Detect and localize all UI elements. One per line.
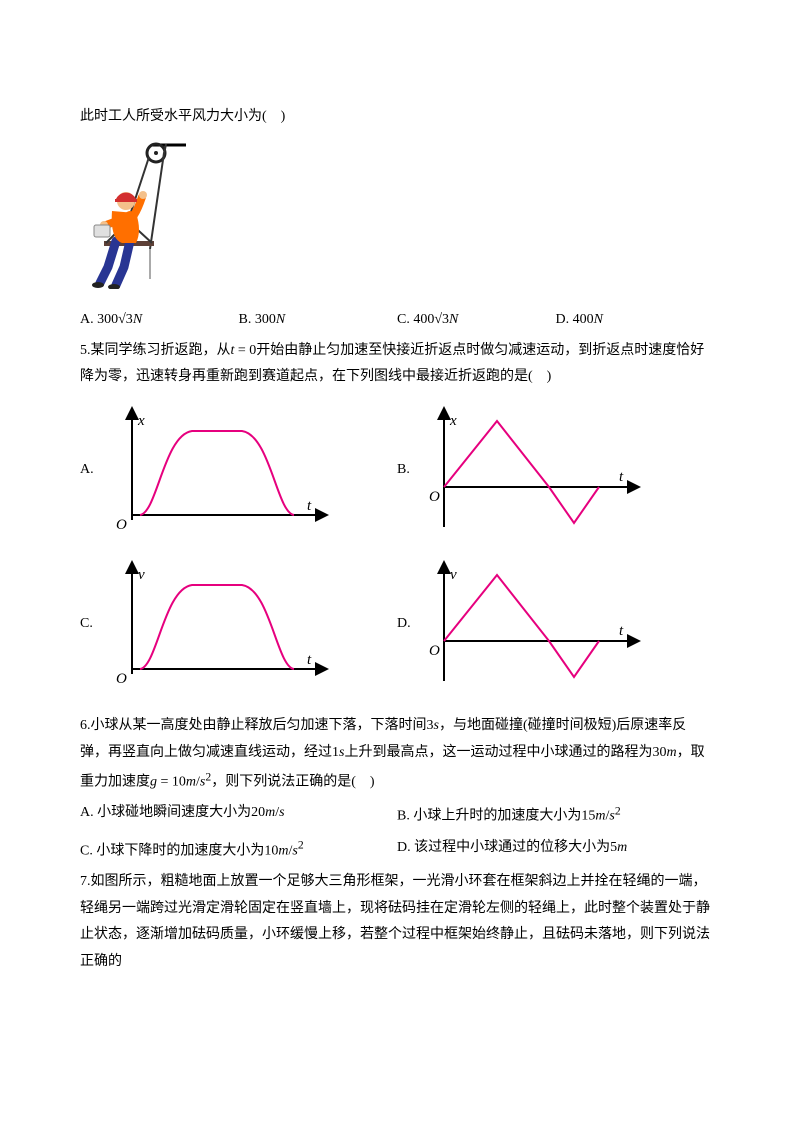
svg-text:t: t (307, 498, 312, 514)
worksheet-page: 此时工人所受水平风力大小为( ) (0, 0, 794, 1123)
q4-opt-a: A. 300√3N (80, 307, 239, 334)
q5-graph-row-2: C. v t O D. (80, 559, 714, 689)
svg-text:t: t (307, 652, 312, 668)
q7-prefix: 7. (80, 874, 91, 889)
q5-graph-B: B. x t O (397, 405, 714, 535)
q7-text: 7.如图所示，粗糙地面上放置一个足够大三角形框架，一光滑小环套在框架斜边上并拴在… (80, 869, 714, 975)
q4-opt-c: C. 400√3N (397, 307, 556, 334)
svg-text:v: v (450, 567, 457, 583)
q6-options-row1: A. 小球碰地瞬间速度大小为20m/s B. 小球上升时的加速度大小为15m/s… (80, 800, 714, 830)
worker-svg (80, 139, 190, 289)
q4-tail: 此时工人所受水平风力大小为( ) (80, 104, 714, 131)
q4-opt-d: D. 400N (556, 307, 715, 334)
svg-text:O: O (116, 517, 127, 533)
svg-text:t: t (619, 469, 624, 485)
q6-options-row2: C. 小球下降时的加速度大小为10m/s2 D. 该过程中小球通过的位移大小为5… (80, 835, 714, 865)
plot-B: x t O (419, 405, 649, 535)
q5-label-D: D. (397, 611, 419, 638)
svg-text:O: O (429, 643, 440, 659)
svg-text:x: x (449, 413, 457, 429)
svg-text:O: O (116, 671, 127, 687)
q5-graph-D: D. v t O (397, 559, 714, 689)
q5-label-B: B. (397, 457, 419, 484)
q4-options: A. 300√3N B. 300N C. 400√3N D. 400N (80, 307, 714, 334)
q6-prefix: 6. (80, 718, 91, 733)
q5-graph-C: C. v t O (80, 559, 397, 689)
plot-A: x t O (102, 405, 332, 535)
q5-label-C: C. (80, 611, 102, 638)
q5-text: 5.某同学练习折返跑，从t = 0开始由静止匀加速至快接近折返点时做匀减速运动，… (80, 338, 714, 391)
q4-opt-b: B. 300N (239, 307, 398, 334)
q5-label-A: A. (80, 457, 102, 484)
svg-text:x: x (137, 413, 145, 429)
plot-C: v t O (102, 559, 332, 689)
q5-prefix: 5. (80, 343, 91, 358)
q6-opt-a: A. 小球碰地瞬间速度大小为20m/s (80, 800, 397, 830)
svg-text:O: O (429, 489, 440, 505)
q5-graph-A: A. x t O (80, 405, 397, 535)
plot-D: v t O (419, 559, 649, 689)
q6-text: 6.小球从某一高度处由静止释放后匀加速下落，下落时间3s，与地面碰撞(碰撞时间极… (80, 713, 714, 796)
q6-opt-c: C. 小球下降时的加速度大小为10m/s2 (80, 835, 397, 865)
q6-opt-b: B. 小球上升时的加速度大小为15m/s2 (397, 800, 714, 830)
q4-figure (80, 139, 714, 300)
svg-text:v: v (138, 567, 145, 583)
svg-text:t: t (619, 623, 624, 639)
q5-graph-row-1: A. x t O B. (80, 405, 714, 535)
q6-opt-d: D. 该过程中小球通过的位移大小为5m (397, 835, 714, 865)
